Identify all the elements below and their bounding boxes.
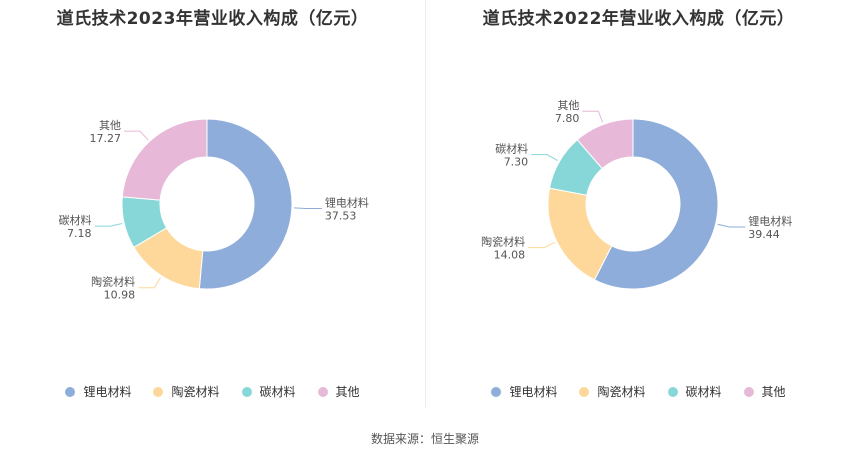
- legend-marker: [579, 386, 590, 397]
- legend-marker: [241, 386, 252, 397]
- legend-label: 陶瓷材料: [597, 385, 646, 399]
- value-label: 7.18: [67, 227, 92, 240]
- value-label: 14.08: [494, 249, 526, 262]
- legend-marker: [153, 386, 164, 397]
- legend-item-lithium[interactable]: 锂电材料: [65, 383, 131, 400]
- slice-lithium[interactable]: [593, 118, 719, 290]
- leader-line: [138, 277, 161, 289]
- leader-line: [123, 130, 149, 141]
- legend-marker: [317, 386, 328, 397]
- legend-label: 陶瓷材料: [171, 385, 220, 399]
- slice-other[interactable]: [121, 118, 208, 201]
- legend: 锂电材料 陶瓷材料 碳材料 其他: [426, 383, 850, 400]
- slice-other[interactable]: [576, 118, 634, 170]
- leader-line: [531, 154, 558, 162]
- value-label: 17.27: [89, 132, 121, 145]
- chart-title: 道氏技术2023年营业收入构成（亿元）: [56, 9, 369, 29]
- legend-item-ceramic[interactable]: 陶瓷材料: [579, 383, 646, 400]
- value-label: 10.98: [104, 289, 136, 302]
- label-other: 其他: [99, 119, 121, 132]
- data-source: 数据来源：恒生聚源: [370, 432, 479, 446]
- legend: 锂电材料 陶瓷材料 碳材料 其他: [0, 383, 425, 400]
- label-other: 其他: [557, 99, 579, 112]
- legend-marker: [667, 386, 678, 397]
- label-lithium: 锂电材料: [748, 214, 792, 228]
- legend-item-carbon[interactable]: 碳材料: [241, 383, 296, 400]
- legend-label: 碳材料: [259, 385, 296, 399]
- value-label: 7.80: [555, 112, 580, 125]
- slice-lithium[interactable]: [198, 118, 293, 290]
- legend-item-carbon[interactable]: 碳材料: [667, 383, 722, 400]
- leader-line: [717, 223, 746, 228]
- leader-line: [94, 222, 123, 227]
- legend-marker: [743, 386, 754, 397]
- label-ceramic: 陶瓷材料: [91, 275, 135, 289]
- legend-label: 其他: [335, 385, 360, 399]
- label-lithium: 锂电材料: [325, 195, 369, 209]
- value-label: 37.53: [325, 209, 357, 222]
- legend-label: 锂电材料: [509, 385, 558, 399]
- leader-line: [528, 241, 556, 249]
- legend-label: 其他: [761, 385, 786, 399]
- label-carbon: 碳材料: [59, 213, 92, 227]
- legend-label: 锂电材料: [83, 385, 132, 399]
- legend-item-other[interactable]: 其他: [743, 383, 786, 400]
- legend-item-lithium[interactable]: 锂电材料: [491, 383, 557, 400]
- legend-item-other[interactable]: 其他: [317, 383, 360, 400]
- chart-title: 道氏技术2022年营业收入构成（亿元）: [482, 9, 795, 29]
- legend-marker: [65, 386, 76, 397]
- label-ceramic: 陶瓷材料: [481, 235, 525, 249]
- leader-line: [293, 207, 322, 209]
- leader-line: [582, 110, 604, 123]
- chart-panel-2023: 道氏技术2023年营业收入构成（亿元） 锂电材料 37.53 陶瓷材料 10.98 碳材…: [0, 0, 425, 410]
- chart-panel-2022: 道氏技术2022年营业收入构成（亿元） 锂电材料 39.44 陶瓷材料 14.08 碳材…: [426, 0, 850, 410]
- legend-marker: [491, 386, 502, 397]
- value-label: 7.30: [504, 156, 529, 169]
- value-label: 39.44: [748, 228, 780, 241]
- panel-divider: [425, 0, 426, 408]
- label-carbon: 碳材料: [495, 142, 528, 156]
- legend-label: 碳材料: [685, 385, 722, 399]
- legend-item-ceramic[interactable]: 陶瓷材料: [153, 383, 220, 400]
